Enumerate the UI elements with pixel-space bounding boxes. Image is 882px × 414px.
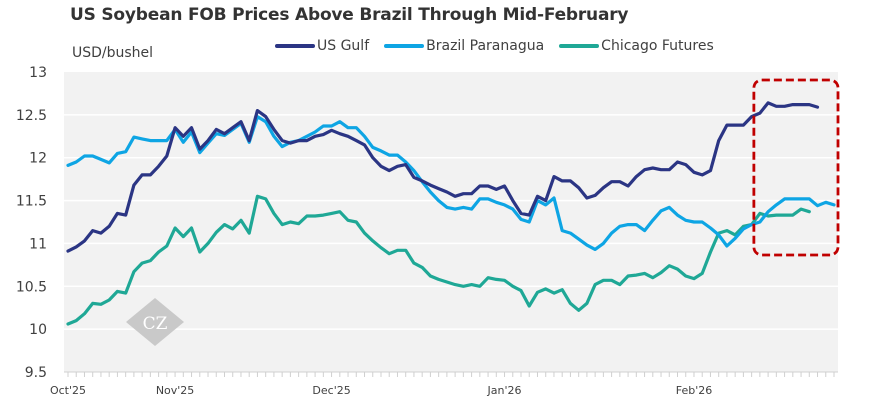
x-tick-label: Feb'26: [676, 384, 713, 397]
watermark-logo: CZ: [126, 298, 184, 346]
legend-swatch-chicago-futures: [559, 44, 600, 48]
watermark-diamond: [126, 298, 184, 346]
legend-label-us-gulf: US Gulf: [317, 38, 370, 54]
watermark-text: CZ: [143, 314, 168, 334]
y-tick-label: 10: [29, 322, 47, 338]
y-tick-label: 11: [29, 236, 47, 252]
y-tick-label: 13: [29, 65, 47, 81]
chart-title: US Soybean FOB Prices Above Brazil Throu…: [70, 5, 629, 25]
y-tick-label: 12: [29, 151, 47, 167]
legend: US Gulf Brazil Paranagua Chicago Futures: [275, 38, 729, 54]
x-tick-label: Nov'25: [156, 384, 195, 397]
y-tick-label: 9.5: [25, 365, 47, 381]
y-tick-label: 10.5: [16, 279, 47, 295]
y-axis-label: USD/bushel: [72, 45, 154, 61]
legend-label-brazil-paranagua: Brazil Paranagua: [426, 38, 545, 54]
legend-item-us-gulf: US Gulf: [275, 38, 369, 54]
x-tick-label: Jan'26: [487, 384, 522, 397]
y-tick-label: 11.5: [16, 194, 47, 210]
legend-swatch-us-gulf: [275, 44, 315, 48]
series-line-us-gulf: [66, 101, 820, 253]
plot-area: [64, 72, 838, 372]
x-tick-label: Oct'25: [50, 384, 86, 397]
legend-swatch-brazil-paranagua: [384, 44, 425, 48]
legend-item-chicago-futures: Chicago Futures: [559, 38, 714, 54]
y-tick-label: 12.5: [16, 108, 47, 124]
series-line-chicago-futures: [66, 194, 811, 326]
legend-label-chicago-futures: Chicago Futures: [601, 38, 714, 54]
x-tick-label: Dec'25: [312, 384, 350, 397]
legend-item-brazil-paranagua: Brazil Paranagua: [384, 38, 544, 54]
highlight-box: [752, 78, 840, 257]
